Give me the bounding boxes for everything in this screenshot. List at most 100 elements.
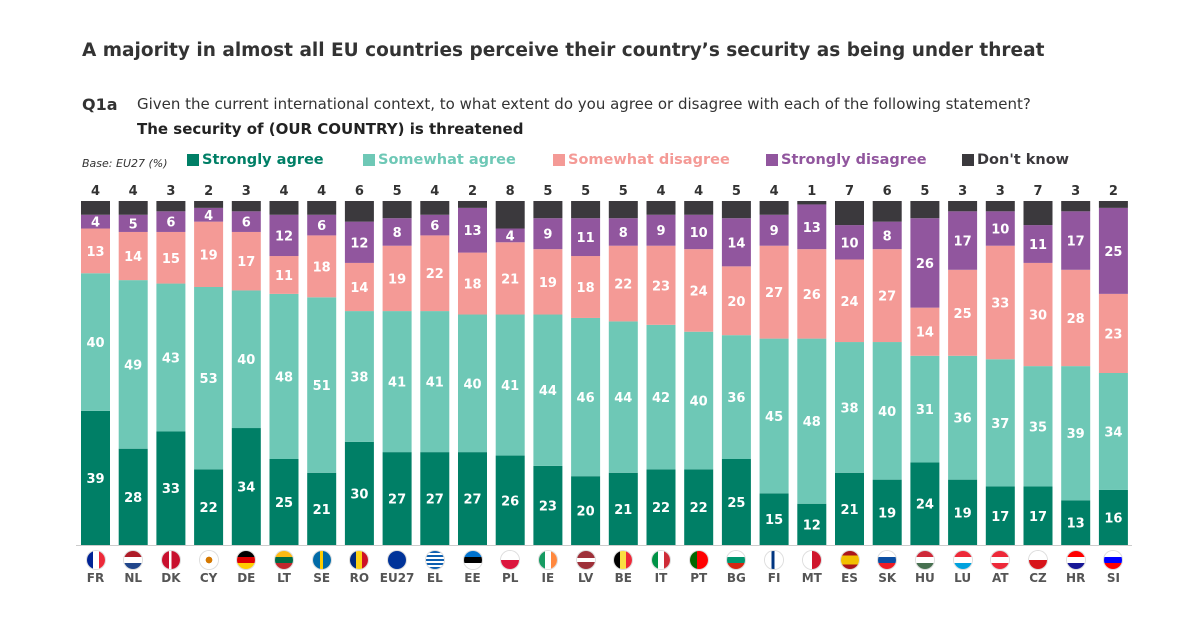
data-label: 4 [317, 184, 326, 199]
data-label: 30 [1029, 309, 1047, 324]
legend-label: Strongly agree [202, 152, 324, 168]
data-label: 19 [878, 506, 896, 521]
data-label: 7 [1033, 184, 1042, 199]
data-label: 22 [652, 501, 670, 516]
data-label: 37 [991, 417, 1009, 432]
data-label: 36 [954, 412, 972, 427]
flag-icon-SE [312, 551, 331, 569]
bar-segment [81, 228, 110, 274]
data-label: 28 [124, 491, 142, 506]
x-tick-label: HR [1066, 571, 1086, 585]
bar-segment [872, 479, 902, 545]
data-label: 15 [162, 252, 180, 267]
bar-segment [344, 311, 374, 442]
data-label: 4 [91, 216, 100, 231]
bar-segment [721, 218, 751, 267]
bar-segment [533, 218, 563, 250]
data-label: 10 [991, 223, 1009, 238]
flag-icon-RO [350, 551, 369, 569]
bar-segment [684, 331, 714, 470]
data-label: 44 [539, 384, 557, 399]
question-statement: The security of (OUR COUNTRY) is threate… [137, 120, 524, 138]
bar-segment [759, 245, 789, 339]
data-label: 13 [803, 221, 821, 236]
bar-RO: 30 38 14 12 6 [344, 184, 374, 545]
data-label: 22 [690, 501, 708, 516]
bar-CY: 22 53 19 4 2 [194, 184, 224, 545]
bar-segment [684, 469, 714, 545]
data-label: 12 [275, 229, 293, 244]
bar-segment [344, 262, 374, 312]
bar-segment [646, 201, 676, 215]
data-label: 41 [501, 379, 519, 394]
data-label: 5 [732, 184, 741, 199]
x-tick-label: PT [690, 571, 708, 585]
bar-DE: 34 40 17 6 3 [231, 184, 261, 545]
bar-segment [608, 201, 638, 219]
data-label: 4 [279, 184, 288, 199]
legend-label: Somewhat agree [378, 152, 516, 168]
bar-PT: 22 40 24 10 4 [684, 184, 714, 545]
bar-segment [420, 452, 450, 545]
data-label: 6 [430, 219, 439, 234]
data-label: 24 [840, 295, 858, 310]
bar-segment [458, 207, 487, 253]
bar-SE: 21 51 18 6 4 [307, 184, 337, 545]
flag-icon-CZ [1029, 551, 1047, 569]
data-label: 3 [166, 184, 175, 199]
data-label: 40 [690, 395, 708, 410]
data-label: 20 [727, 295, 745, 310]
bar-segment [118, 201, 148, 215]
data-label: 27 [878, 290, 896, 305]
x-tick-label: EL [426, 571, 443, 585]
data-label: 3 [996, 184, 1005, 199]
legend-swatch [766, 154, 778, 166]
data-label: 27 [765, 286, 783, 301]
bar-segment [759, 493, 789, 545]
legend-label: Don't know [977, 152, 1070, 168]
data-label: 11 [577, 231, 595, 246]
data-label: 51 [313, 379, 331, 394]
bar-segment [344, 441, 374, 545]
bar-segment [231, 211, 261, 232]
data-label: 53 [200, 372, 218, 387]
bar-segment [382, 201, 412, 219]
x-tick-label: EE [464, 571, 481, 585]
bar-EE: 27 40 18 13 2 [458, 184, 487, 545]
bar-segment [608, 218, 638, 246]
data-label: 4 [129, 184, 138, 199]
data-label: 3 [958, 184, 967, 199]
bar-segment [985, 245, 1015, 360]
data-label: 34 [1104, 425, 1122, 440]
data-label: 17 [991, 510, 1009, 525]
x-tick-label: MT [801, 571, 822, 585]
data-label: 14 [124, 250, 142, 265]
x-tick-label: LV [577, 571, 594, 585]
bar-LV: 20 46 18 11 5 [571, 184, 601, 545]
bar-segment [910, 462, 940, 545]
legend-swatch [962, 154, 974, 166]
bar-segment [269, 459, 299, 545]
bar-segment [81, 201, 110, 215]
x-tick-label: DK [161, 571, 181, 585]
data-label: 13 [463, 224, 481, 239]
data-label: 30 [350, 487, 368, 502]
data-label: 19 [954, 506, 972, 521]
bar-FI: 15 45 27 9 4 [759, 184, 789, 545]
data-label: 38 [350, 370, 368, 385]
data-label: 23 [1104, 327, 1122, 342]
bar-segment [835, 201, 864, 226]
data-label: 25 [275, 496, 293, 511]
bar-segment [1023, 201, 1053, 226]
flag-icon-PL [501, 551, 520, 569]
bar-segment [571, 317, 601, 477]
data-label: 34 [237, 481, 255, 496]
bar-segment [910, 307, 940, 356]
x-tick-label: PL [501, 571, 519, 585]
chart-title: A majority in almost all EU countries pe… [82, 40, 1045, 61]
bar-segment [835, 259, 864, 343]
data-label: 6 [355, 184, 364, 199]
bar-segment [684, 214, 714, 250]
bar-segment [269, 201, 299, 215]
